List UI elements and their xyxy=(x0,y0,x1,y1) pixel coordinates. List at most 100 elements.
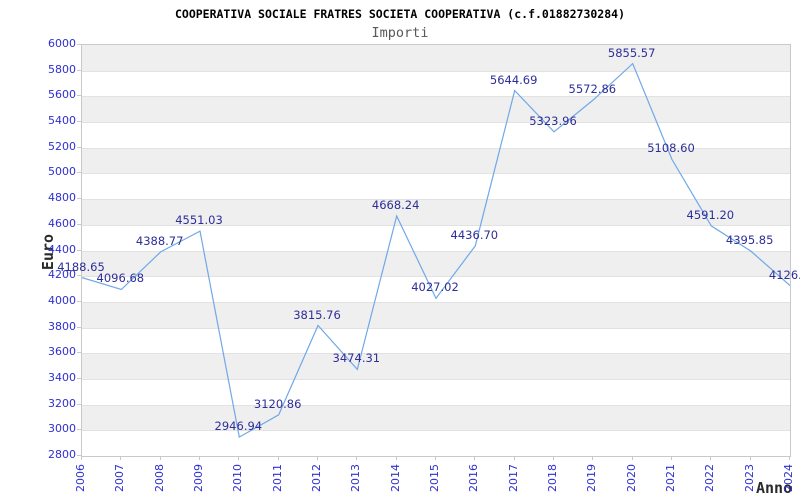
data-point-label: 4027.02 xyxy=(411,280,459,295)
x-tick-label: 2015 xyxy=(428,464,441,492)
x-tick-label: 2023 xyxy=(742,464,756,492)
x-tick-label: 2020 xyxy=(624,464,638,492)
y-tick-label: 5800 xyxy=(48,62,76,76)
data-point-label: 5855.57 xyxy=(607,45,656,60)
x-tick-mark xyxy=(592,456,594,460)
y-tick-label: 3400 xyxy=(48,370,76,384)
y-tick-mark xyxy=(77,429,81,431)
gridline xyxy=(82,405,790,406)
y-tick-mark xyxy=(77,172,81,174)
y-tick-mark xyxy=(77,198,81,200)
y-tick-mark xyxy=(77,146,81,148)
x-tick-mark xyxy=(395,456,397,460)
gridline xyxy=(82,302,790,303)
x-tick-label: 2008 xyxy=(152,464,166,492)
x-tick-mark xyxy=(671,456,672,460)
x-tick-mark xyxy=(199,456,200,460)
y-tick-mark xyxy=(77,44,81,45)
x-tick-mark xyxy=(553,456,554,460)
y-tick-mark xyxy=(77,275,81,277)
gridline xyxy=(82,148,790,149)
line-series xyxy=(82,62,790,439)
y-tick-mark xyxy=(77,121,81,123)
data-point-label: 4436.70 xyxy=(450,227,499,242)
x-tick-label: 2009 xyxy=(192,464,205,492)
y-tick-mark xyxy=(77,326,81,328)
x-tick-label: 2021 xyxy=(664,464,677,492)
x-tick-label: 2013 xyxy=(349,464,363,492)
x-tick-label: 2018 xyxy=(546,464,559,492)
y-tick-label: 2800 xyxy=(48,448,76,461)
data-point-label: 4126.9 xyxy=(768,267,800,282)
y-tick-mark xyxy=(77,455,81,456)
data-point-label: 4591.20 xyxy=(686,207,735,222)
plot-area xyxy=(81,44,791,457)
x-tick-mark xyxy=(749,456,751,460)
x-axis-title: Anno xyxy=(756,479,793,497)
y-tick-mark xyxy=(77,403,81,405)
data-point-label: 3474.31 xyxy=(332,351,381,366)
gridline xyxy=(82,122,790,123)
x-tick-mark xyxy=(435,456,436,460)
y-tick-label: 3000 xyxy=(48,422,76,436)
x-tick-mark xyxy=(238,456,240,460)
x-tick-mark xyxy=(81,456,82,460)
data-point-label: 5644.69 xyxy=(489,72,538,87)
y-tick-label: 5600 xyxy=(48,88,76,102)
x-tick-label: 2011 xyxy=(270,464,284,492)
y-tick-label: 5400 xyxy=(48,114,76,128)
x-tick-mark xyxy=(356,456,358,460)
gridline xyxy=(82,430,790,431)
grid-band xyxy=(82,45,790,71)
gridline xyxy=(82,96,790,97)
grid-band xyxy=(82,96,790,123)
data-point-label: 4188.65 xyxy=(57,259,105,274)
x-tick-mark xyxy=(631,456,633,460)
y-tick-mark xyxy=(77,223,81,225)
gridline xyxy=(82,353,790,354)
x-tick-label: 2006 xyxy=(74,464,87,492)
gridline xyxy=(82,199,790,200)
gridline xyxy=(82,225,790,226)
grid-band xyxy=(82,301,790,328)
y-tick-mark xyxy=(77,300,81,302)
x-tick-label: 2017 xyxy=(506,464,520,492)
y-tick-label: 4000 xyxy=(48,293,76,307)
grid-band xyxy=(82,250,790,277)
y-tick-mark xyxy=(77,352,81,354)
x-tick-label: 2010 xyxy=(231,464,245,492)
x-tick-label: 2012 xyxy=(310,464,323,492)
data-point-label: 4668.24 xyxy=(371,198,420,213)
x-tick-label: 2014 xyxy=(388,464,402,492)
data-point-label: 4388.77 xyxy=(135,233,184,248)
x-tick-mark xyxy=(277,456,279,460)
chart-title: COOPERATIVA SOCIALE FRATRES SOCIETA COOP… xyxy=(174,7,626,21)
y-tick-label: 4200 xyxy=(48,268,76,282)
data-point-label: 5323.96 xyxy=(529,113,577,128)
gridline xyxy=(82,71,790,72)
x-tick-label: 2016 xyxy=(467,464,481,492)
y-tick-label: 3800 xyxy=(48,319,76,333)
x-tick-label: 2024 xyxy=(782,464,795,492)
grid-band xyxy=(82,404,790,431)
gridline xyxy=(82,328,790,329)
x-tick-mark xyxy=(159,456,161,460)
y-tick-label: 6000 xyxy=(48,37,76,50)
x-tick-mark xyxy=(789,456,790,460)
x-tick-mark xyxy=(710,456,712,460)
y-tick-label: 3200 xyxy=(48,396,76,410)
y-tick-label: 4800 xyxy=(48,191,76,205)
gridline xyxy=(82,251,790,252)
grid-band xyxy=(82,353,790,379)
chart-subtitle: Importi xyxy=(371,25,429,41)
gridline xyxy=(82,173,790,174)
gridline xyxy=(82,379,790,380)
y-tick-label: 4400 xyxy=(48,242,76,256)
y-tick-mark xyxy=(77,95,81,97)
y-tick-label: 5200 xyxy=(48,139,76,153)
data-point-label: 4551.03 xyxy=(175,213,223,228)
data-point-label: 4096.68 xyxy=(96,271,145,286)
data-point-label: 3120.86 xyxy=(253,396,302,411)
y-tick-mark xyxy=(77,69,81,71)
